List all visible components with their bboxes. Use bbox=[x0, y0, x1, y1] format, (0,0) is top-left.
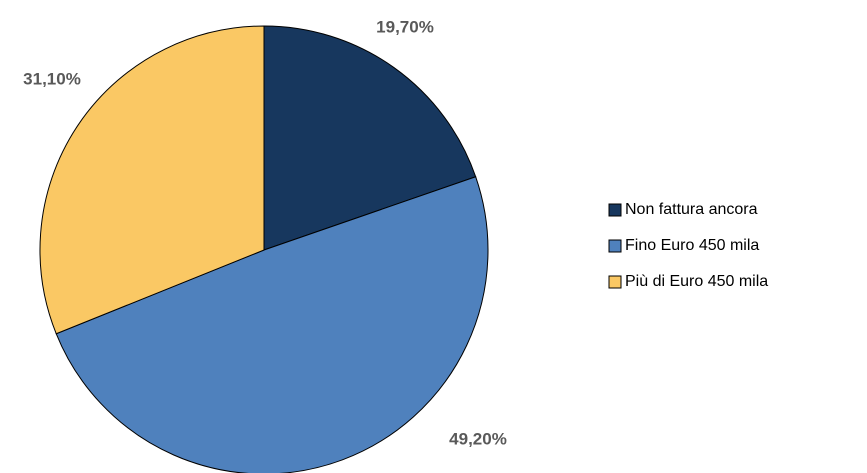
legend-label: Non fattura ancora bbox=[625, 201, 758, 218]
data-label: 31,10% bbox=[23, 69, 81, 88]
pie-slice bbox=[55, 176, 489, 473]
data-label: 49,20% bbox=[449, 429, 507, 448]
legend-swatch bbox=[608, 239, 622, 253]
legend-swatch bbox=[608, 275, 622, 289]
data-label: 19,70% bbox=[376, 17, 434, 36]
pie-slice bbox=[39, 25, 265, 335]
legend-label: Fino Euro 450 mila bbox=[625, 237, 759, 254]
legend-swatch bbox=[608, 203, 622, 217]
legend-label: Più di Euro 450 mila bbox=[625, 273, 768, 290]
pie-slice bbox=[263, 25, 477, 251]
